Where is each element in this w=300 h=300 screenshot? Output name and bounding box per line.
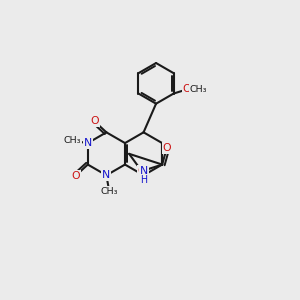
Text: CH₃: CH₃ (189, 85, 207, 94)
Text: O: O (90, 116, 99, 126)
Text: CH₃: CH₃ (100, 187, 118, 196)
Text: N: N (102, 170, 110, 180)
Text: O: O (163, 143, 171, 153)
Text: CH₃: CH₃ (63, 136, 81, 145)
Text: O: O (183, 84, 191, 94)
Text: N: N (140, 166, 148, 176)
Text: O: O (137, 166, 146, 176)
Text: N: N (84, 138, 92, 148)
Text: O: O (71, 171, 80, 181)
Text: N: N (140, 170, 148, 180)
Text: H: H (140, 176, 147, 185)
